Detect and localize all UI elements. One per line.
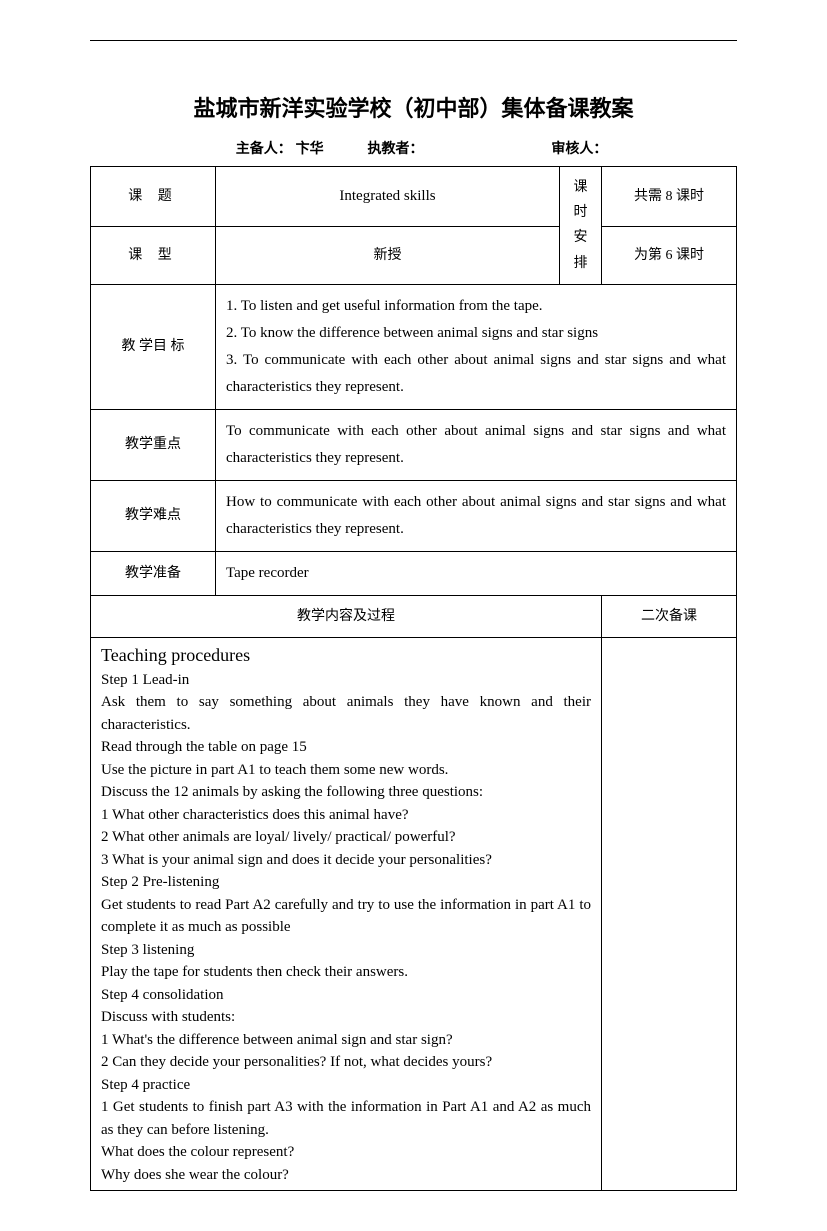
focus-label: 教学重点 — [91, 409, 216, 480]
table-row: Teaching procedures Step 1 Lead-in Ask t… — [91, 637, 737, 1191]
table-row: 课 题 Integrated skills 课时安排 共需 8 课时 — [91, 167, 737, 227]
total-periods: 共需 8 课时 — [602, 167, 737, 227]
type-label: 课 型 — [91, 227, 216, 285]
top-rule — [90, 40, 737, 41]
table-row: 教学内容及过程 二次备课 — [91, 595, 737, 637]
difficulty-value: How to communicate with each other about… — [216, 480, 737, 551]
periods-label: 课时安排 — [560, 167, 602, 285]
document-title: 盐城市新洋实验学校（初中部）集体备课教案 — [90, 91, 737, 123]
table-row: 教学难点 How to communicate with each other … — [91, 480, 737, 551]
authors-line: 主备人： 卞华 执教者： 审核人： — [90, 138, 737, 158]
procedures-title: Teaching procedures — [101, 642, 591, 669]
table-row: 教学准备 Tape recorder — [91, 551, 737, 595]
secondary-cell — [602, 637, 737, 1191]
objectives-value: 1. To listen and get useful information … — [216, 284, 737, 409]
prep-value: Tape recorder — [216, 551, 737, 595]
difficulty-label: 教学难点 — [91, 480, 216, 551]
preparer-value: 卞华 — [296, 138, 324, 158]
objectives-label: 教 学目 标 — [91, 284, 216, 409]
prep-label: 教学准备 — [91, 551, 216, 595]
secondary-header: 二次备课 — [602, 595, 737, 637]
procedures-body: Step 1 Lead-in Ask them to say something… — [101, 669, 591, 1187]
content-header: 教学内容及过程 — [91, 595, 602, 637]
topic-label: 课 题 — [91, 167, 216, 227]
table-row: 教 学目 标 1. To listen and get useful infor… — [91, 284, 737, 409]
preparer-label: 主备人： — [236, 138, 292, 158]
reviewer-label: 审核人： — [551, 138, 607, 158]
focus-value: To communicate with each other about ani… — [216, 409, 737, 480]
procedures-cell: Teaching procedures Step 1 Lead-in Ask t… — [91, 637, 602, 1191]
table-row: 课 型 新授 为第 6 课时 — [91, 227, 737, 285]
current-period: 为第 6 课时 — [602, 227, 737, 285]
type-value: 新授 — [216, 227, 560, 285]
teacher-label: 执教者： — [368, 138, 424, 158]
topic-value: Integrated skills — [216, 167, 560, 227]
table-row: 教学重点 To communicate with each other abou… — [91, 409, 737, 480]
lesson-plan-table: 课 题 Integrated skills 课时安排 共需 8 课时 课 型 新… — [90, 166, 737, 1191]
